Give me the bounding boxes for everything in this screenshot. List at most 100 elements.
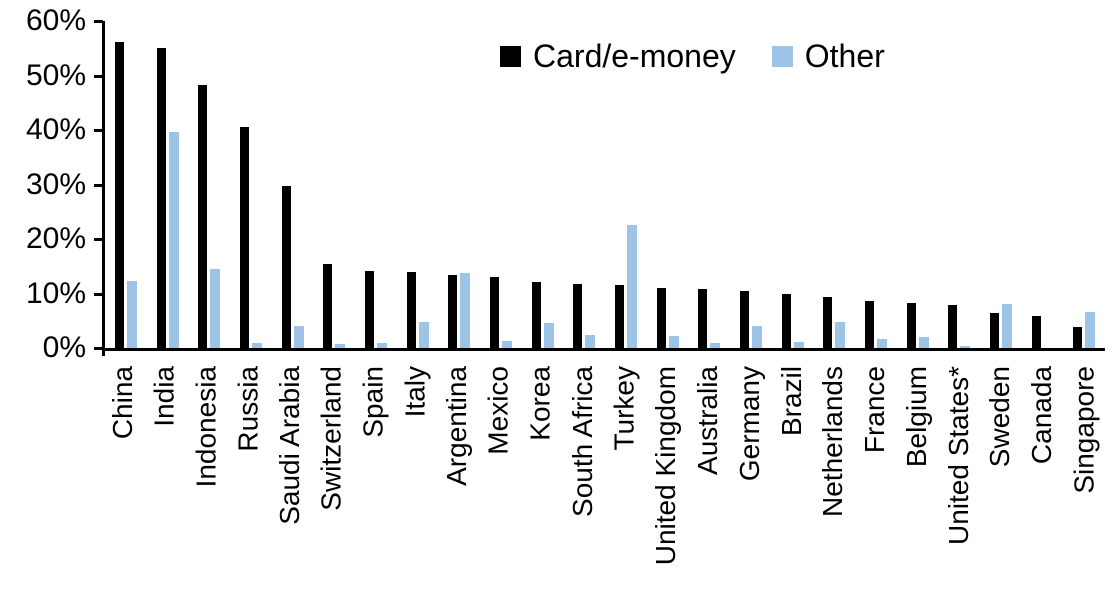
bar-other: [876, 339, 887, 348]
y-tick-mark: [94, 129, 103, 132]
x-tick-label: Sweden: [984, 366, 1016, 468]
bar-group: [730, 21, 772, 348]
y-tick-label: 40%: [25, 113, 86, 146]
x-label-cell: Belgium: [896, 358, 938, 590]
bar-card-e-money: [948, 304, 958, 348]
bar-card-e-money: [656, 287, 666, 348]
x-tick-label: Mexico: [483, 366, 515, 455]
legend: Card/e-money Other: [500, 40, 885, 72]
bar-other: [543, 322, 554, 348]
y-tick-mark: [94, 20, 103, 23]
x-tick-label: Italy: [399, 366, 431, 418]
y-tick-mark: [94, 74, 103, 78]
y-tick-label: 60%: [25, 4, 86, 37]
bar-group: [522, 21, 564, 348]
bar-other: [460, 272, 471, 348]
bar-group: [188, 21, 230, 348]
bar-other: [1085, 311, 1096, 348]
x-tick-label: Saudi Arabia: [274, 366, 306, 525]
bar-card-e-money: [489, 277, 499, 348]
bar-group: [1063, 21, 1105, 348]
bar-other: [585, 334, 596, 348]
bar-group: [355, 21, 397, 348]
bar-other: [960, 346, 971, 348]
bar-card-e-money: [364, 270, 374, 348]
bar-group: [688, 21, 730, 348]
x-tick-label: Korea: [524, 366, 556, 441]
bar-group: [855, 21, 897, 348]
bar-card-e-money: [281, 185, 291, 348]
x-tick-label: Brazil: [775, 366, 807, 437]
x-label-cell: Korea: [520, 358, 562, 590]
x-label-cell: Indonesia: [186, 358, 228, 590]
plot-area: [102, 21, 1105, 351]
bar-card-e-money: [1073, 326, 1083, 348]
bar-card-e-money: [823, 297, 833, 348]
bar-other: [376, 342, 387, 348]
bar-group: [605, 21, 647, 348]
bar-other: [293, 326, 304, 348]
bar-group: [980, 21, 1022, 348]
bar-card-e-money: [989, 312, 999, 348]
x-label-cell: France: [854, 358, 896, 590]
legend-item-card-e-money: Card/e-money: [500, 40, 736, 72]
x-label-cell: Spain: [353, 358, 395, 590]
bar-card-e-money: [573, 284, 583, 348]
bar-card-e-money: [323, 263, 333, 348]
x-label-cell: Netherlands: [813, 358, 855, 590]
x-tick-label: Netherlands: [817, 366, 849, 517]
bar-group: [1022, 21, 1064, 348]
bar-card-e-money: [906, 303, 916, 348]
bar-other: [751, 326, 762, 348]
bar-other: [835, 321, 846, 348]
x-label-cell: China: [102, 358, 144, 590]
bar-card-e-money: [864, 300, 874, 348]
x-label-cell: United Kingdom: [645, 358, 687, 590]
legend-item-other: Other: [771, 40, 885, 72]
bar-group: [230, 21, 272, 348]
bar-card-e-money: [239, 127, 249, 348]
x-tick-label: Australia: [692, 366, 724, 475]
bar-card-e-money: [739, 290, 749, 348]
x-label-cell: Turkey: [604, 358, 646, 590]
bar-group: [813, 21, 855, 348]
bar-group: [438, 21, 480, 348]
x-tick-label: Turkey: [608, 366, 640, 451]
bar-other: [1001, 304, 1012, 348]
x-tick-label: Canada: [1026, 366, 1058, 465]
bar-card-e-money: [406, 271, 416, 348]
bar-group: [313, 21, 355, 348]
bar-other: [918, 337, 929, 348]
x-label-cell: Brazil: [771, 358, 813, 590]
bar-other: [335, 344, 346, 348]
x-label-cell: Russia: [227, 358, 269, 590]
x-tick-label: Switzerland: [315, 366, 347, 511]
x-label-cell: Canada: [1022, 358, 1064, 590]
x-label-cell: Argentina: [436, 358, 478, 590]
x-label-cell: Germany: [729, 358, 771, 590]
bar-other: [710, 342, 721, 348]
x-tick-label: Russia: [232, 366, 264, 452]
bar-other: [210, 269, 221, 348]
bar-card-e-money: [198, 84, 208, 348]
bar-other: [626, 225, 637, 348]
y-tick-mark: [94, 238, 103, 241]
x-tick-label: Indonesia: [190, 366, 222, 488]
bar-other: [501, 340, 512, 348]
x-axis-origin-tick: [102, 348, 105, 356]
x-tick-label: France: [859, 366, 891, 454]
bar-group: [397, 21, 439, 348]
bar-card-e-money: [156, 48, 166, 348]
y-tick-label: 50%: [25, 58, 86, 92]
x-tick-label: Singapore: [1068, 366, 1100, 494]
bar-group: [105, 21, 147, 348]
legend-swatch-card-icon: [500, 45, 521, 67]
bar-group: [772, 21, 814, 348]
legend-label-card: Card/e-money: [533, 38, 736, 74]
x-label-cell: United States*: [938, 358, 980, 590]
bar-card-e-money: [698, 289, 708, 348]
x-tick-label: Argentina: [441, 366, 473, 486]
legend-swatch-other-icon: [771, 45, 793, 67]
bar-other: [126, 281, 137, 348]
